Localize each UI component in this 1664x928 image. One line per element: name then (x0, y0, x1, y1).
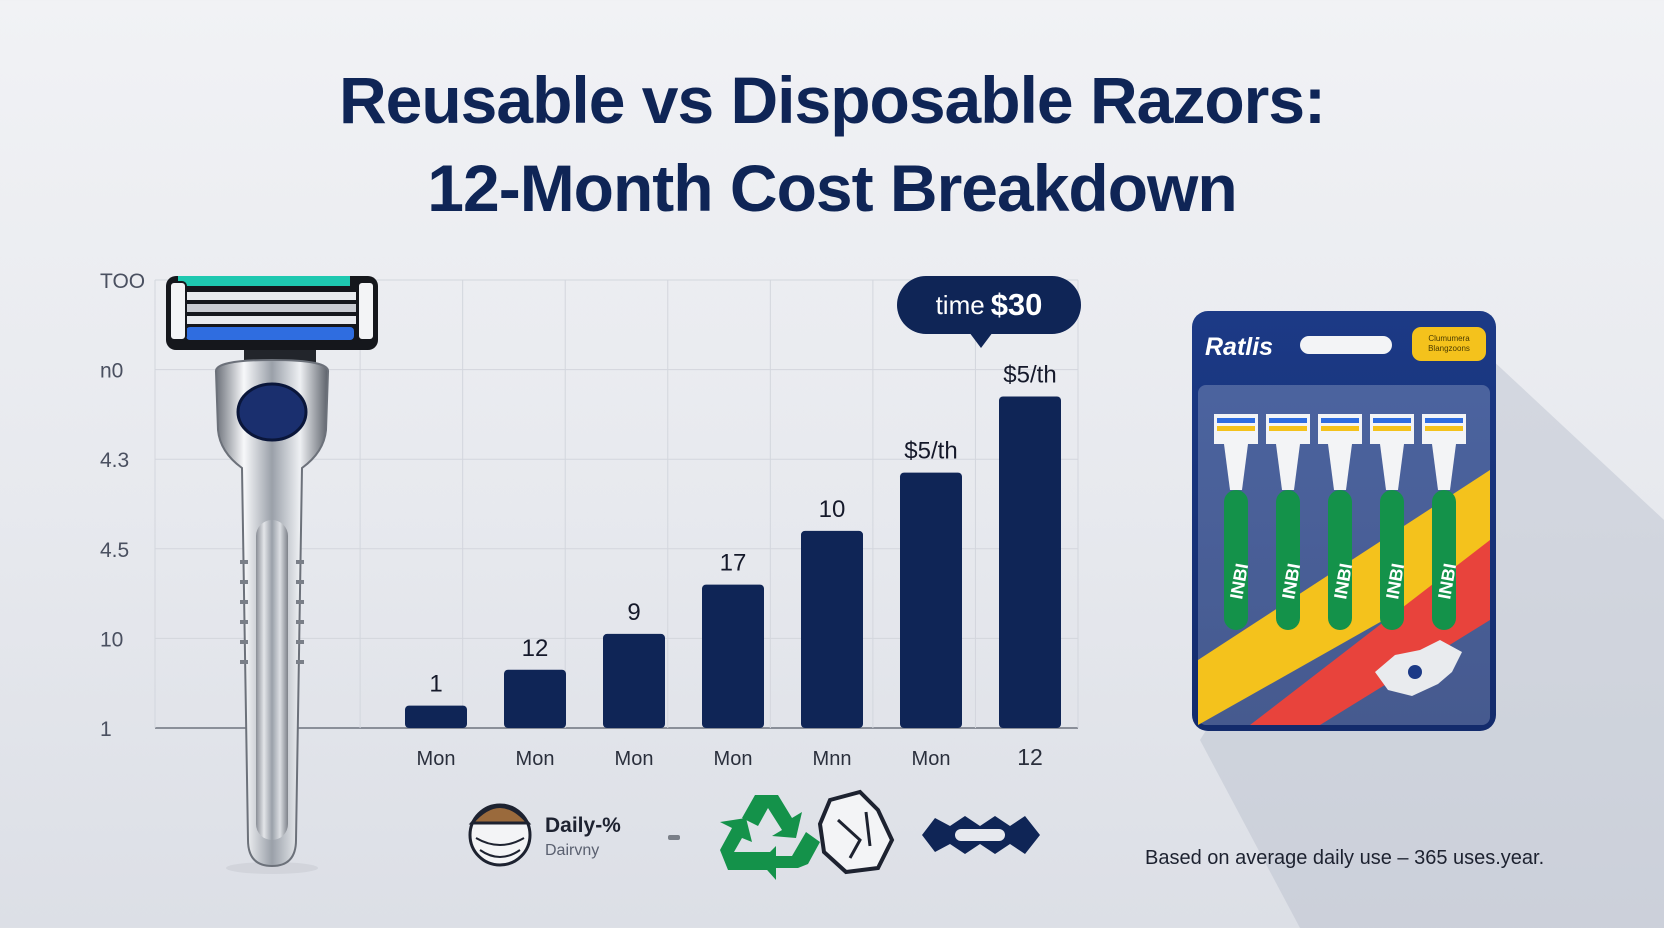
bar (999, 396, 1061, 728)
legend-separator (668, 835, 680, 840)
x-tick-label: 12 (1017, 744, 1043, 770)
reusable-razor-icon (166, 276, 378, 874)
x-tick-label: Mon (714, 748, 753, 770)
callout-prefix: time (935, 289, 985, 320)
pack-razor-handle (1224, 490, 1248, 630)
pack-razor-neck (1432, 444, 1456, 490)
x-tick-label: Mon (417, 748, 456, 770)
legend-label: Daily-% (545, 814, 621, 837)
face-shaving-icon (468, 803, 532, 867)
x-axis-ticks: Mon Mon Mon Mon Mnn Mon 12 (417, 744, 1043, 770)
pack-razor-neck (1380, 444, 1404, 490)
x-tick-label: Mon (912, 748, 951, 770)
pack-badge-line1: Clumumera (1428, 334, 1470, 343)
pack-razor-handle (1328, 490, 1352, 630)
plastic-waste-icon (817, 789, 895, 875)
pack-razor-neck (1224, 444, 1248, 490)
pack-razor-blade (1373, 418, 1411, 423)
pack-razor-handle (1432, 490, 1456, 630)
pack-razor-handle (1276, 490, 1300, 630)
x-tick-label: Mon (516, 748, 555, 770)
bar-data-label: 9 (627, 599, 640, 626)
bar (801, 530, 863, 728)
pack-brand-label: Ratlis (1205, 333, 1274, 361)
blade-icon (922, 816, 1040, 854)
bar-data-label: 12 (522, 635, 549, 662)
footnote: Based on average daily use – 365 uses.ye… (1145, 847, 1545, 869)
callout-amount: $30 (990, 287, 1043, 322)
pack-razor-handle (1380, 490, 1404, 630)
bar (405, 705, 467, 728)
y-axis-ticks: TOO n0 4.3 4.5 10 1 (100, 270, 145, 741)
pack-razors: INBI INBI INBI INBI INBI (1214, 414, 1466, 630)
bar-data-label: 1 (429, 671, 442, 698)
recycle-icon (720, 795, 820, 880)
bar-data-label: 10 (819, 496, 846, 523)
pack-razor-neck (1276, 444, 1300, 490)
bar (504, 669, 566, 728)
x-tick-label: Mon (615, 748, 654, 770)
bar (900, 472, 962, 728)
bar-data-label: $5/th (904, 438, 957, 465)
pack-razor-blade (1425, 426, 1463, 431)
bar (603, 633, 665, 728)
pack-razor-blade (1269, 418, 1307, 423)
legend-sublabel: Dairvny (545, 842, 600, 859)
y-tick-label: 4.3 (100, 449, 129, 472)
pack-badge-line2: Blangzoons (1428, 344, 1470, 353)
pack-razor-blade (1425, 418, 1463, 423)
pack-razor-blade (1373, 426, 1411, 431)
pack-razor-neck (1328, 444, 1352, 490)
y-tick-label: 10 (100, 628, 123, 651)
disposable-razor-pack-icon: INBI INBI INBI INBI INBI (1192, 311, 1664, 928)
data-labels: 1 12 9 17 10 $5/th $5/th (429, 361, 1056, 697)
bar (702, 584, 764, 728)
pack-razor-blade (1217, 426, 1255, 431)
bar-data-label: 17 (720, 550, 747, 577)
pack-razor-blade (1217, 418, 1255, 423)
y-tick-label: TOO (100, 270, 145, 293)
x-tick-label: Mnn (813, 748, 852, 770)
chart-title-line1: Reusable vs Disposable Razors: (338, 63, 1326, 137)
y-tick-label: 4.5 (100, 539, 129, 562)
cost-callout: time $30 (897, 276, 1081, 348)
pack-razor-blade (1269, 426, 1307, 431)
pack-badge: Clumumera Blangzoons (1412, 327, 1486, 361)
y-tick-label: 1 (100, 718, 112, 741)
y-tick-label: n0 (100, 360, 123, 383)
chart-title-line2: 12-Month Cost Breakdown (427, 151, 1237, 225)
pack-razor-blade (1321, 426, 1359, 431)
bar-data-label: $5/th (1003, 361, 1056, 388)
pack-razor-blade (1321, 418, 1359, 423)
bar-series (405, 396, 1061, 728)
